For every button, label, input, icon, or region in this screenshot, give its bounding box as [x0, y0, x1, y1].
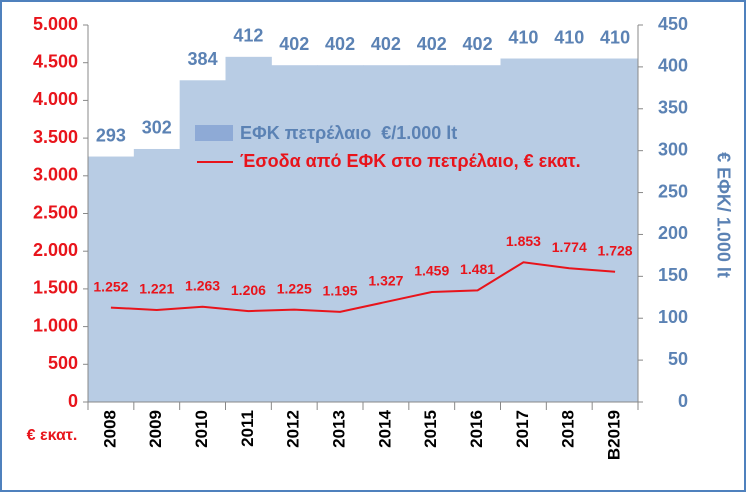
y2-tick-label: 400	[658, 56, 688, 76]
y-tick-label: 1.000	[33, 315, 78, 335]
x-tick-label: 2015	[421, 410, 440, 448]
y-tick-label: 5.000	[33, 14, 78, 34]
bar-value-label: 412	[233, 26, 263, 46]
x-tick-label: 2008	[100, 410, 119, 448]
line-value-label: 1.481	[460, 261, 495, 277]
x-tick-label: 2016	[467, 410, 486, 448]
line-value-label: 1.252	[93, 278, 128, 294]
bar	[546, 58, 593, 403]
y-tick-label: 1.500	[33, 278, 78, 298]
y2-tick-label: 200	[658, 223, 688, 243]
x-tick-label: 2012	[284, 410, 303, 448]
line-value-label: 1.263	[185, 277, 220, 293]
y2-tick-label: 350	[658, 98, 688, 118]
x-tick-label: 2018	[559, 410, 578, 448]
line-value-label: 1.195	[323, 283, 358, 299]
bar	[408, 65, 456, 403]
line-value-label: 1.225	[277, 280, 312, 296]
legend-label: ΕΦΚ πετρέλαιο €/1.000 lt	[240, 123, 457, 143]
bar	[88, 156, 135, 402]
bar-value-label: 402	[279, 34, 309, 54]
bar	[133, 148, 181, 402]
bar-value-label: 302	[142, 118, 172, 138]
bar	[592, 58, 639, 403]
bar-value-label: 410	[600, 27, 630, 47]
y2-tick-label: 0	[678, 391, 688, 411]
bar-value-label: 402	[325, 34, 355, 54]
legend-label: Έσοδα από ΕΦΚ στο πετρέλαιο, € εκατ.	[240, 151, 581, 171]
x-tick-label: 2017	[513, 410, 532, 448]
y2-tick-label: 250	[658, 181, 688, 201]
bar	[454, 65, 501, 403]
x-tick-label: 2014	[375, 409, 394, 447]
y-tick-label: 500	[48, 353, 78, 373]
line-value-label: 1.206	[231, 282, 266, 298]
bar-value-label: 410	[508, 27, 538, 47]
line-value-label: 1.327	[368, 273, 403, 289]
y-tick-label: 2.500	[33, 202, 78, 222]
bar	[225, 56, 272, 402]
bar	[317, 65, 364, 403]
bar	[500, 58, 547, 403]
y-axis-label: € εκατ.	[27, 427, 78, 444]
bar-value-label: 402	[463, 34, 493, 54]
bar	[271, 65, 318, 403]
line-value-label: 1.728	[598, 242, 633, 258]
y-tick-label: 3.000	[33, 165, 78, 185]
x-tick-label: B2019	[605, 410, 624, 460]
y-tick-label: 3.500	[33, 127, 78, 147]
bar-value-label: 402	[371, 34, 401, 54]
x-tick-label: 2011	[238, 410, 257, 447]
x-tick-label: 2010	[192, 410, 211, 448]
y2-tick-label: 300	[658, 139, 688, 159]
line	[110, 261, 616, 313]
bar	[363, 65, 410, 403]
x-tick-label: 2009	[146, 410, 165, 448]
line-value-label: 1.774	[552, 239, 587, 255]
y2-tick-label: 100	[658, 307, 688, 327]
line-value-label: 1.221	[139, 281, 174, 297]
y-tick-label: 4.000	[33, 89, 78, 109]
line-value-label: 1.459	[414, 263, 449, 279]
bar-value-label: 293	[96, 125, 126, 145]
bar-value-label: 410	[554, 27, 584, 47]
x-tick-label: 2013	[330, 410, 349, 448]
bar-value-label: 402	[417, 34, 447, 54]
y2-tick-label: 50	[668, 349, 688, 369]
line-value-label: 1.853	[506, 233, 541, 249]
y-tick-label: 0	[68, 391, 78, 411]
y2-tick-label: 150	[658, 265, 688, 285]
y2-axis-label: € ΕΦΚ/ 1.000 lt	[713, 152, 733, 278]
bar-value-label: 384	[188, 49, 218, 69]
legend-swatch	[195, 125, 233, 141]
y2-tick-label: 450	[658, 14, 688, 34]
y-tick-label: 2.000	[33, 240, 78, 260]
y-tick-label: 4.500	[33, 51, 78, 71]
